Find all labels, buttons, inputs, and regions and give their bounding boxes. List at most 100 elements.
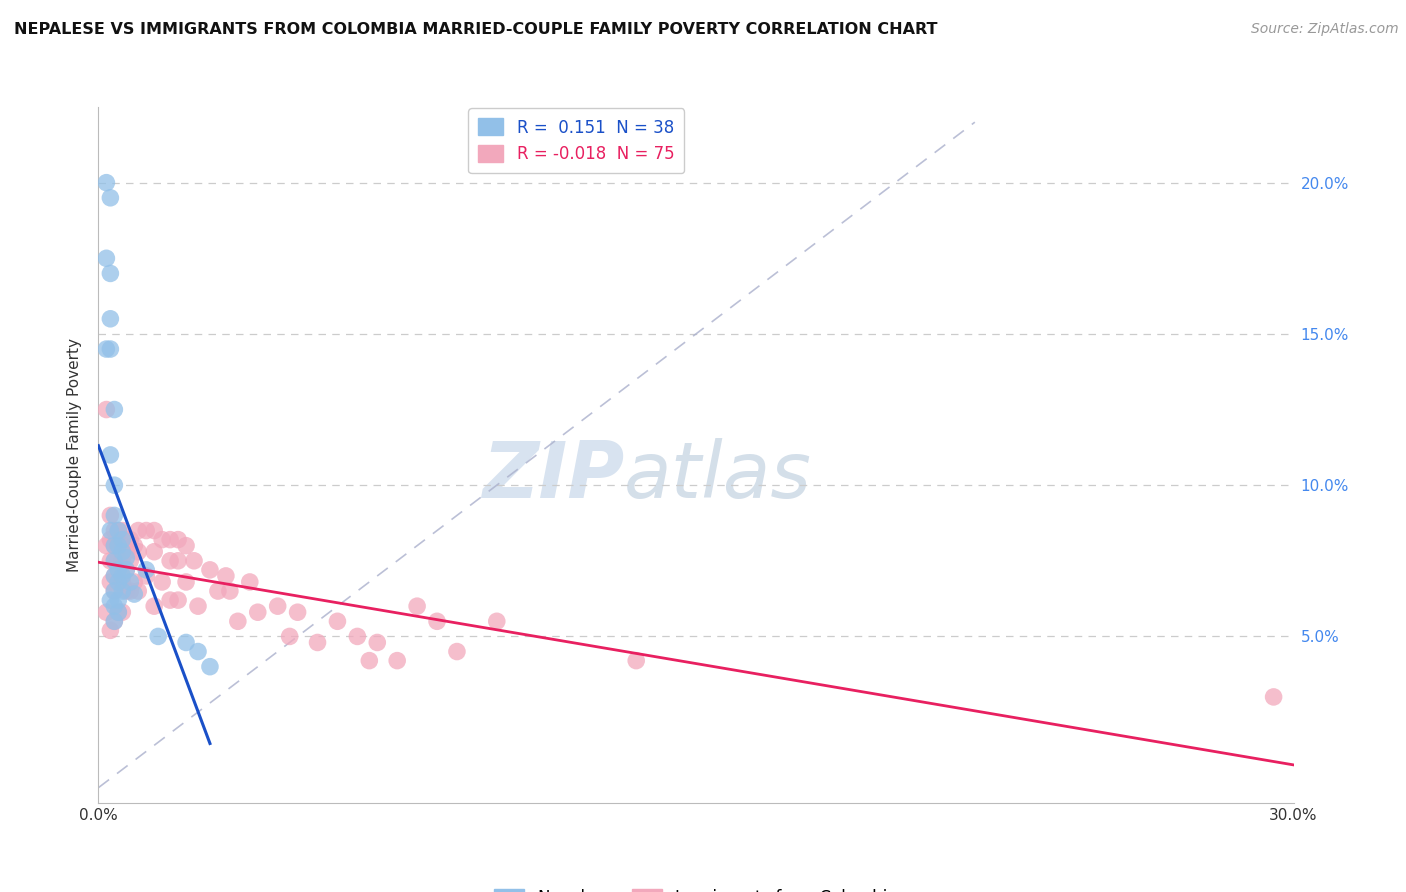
Point	[135, 524, 157, 538]
Point	[96, 176, 118, 190]
Point	[159, 554, 181, 568]
Point	[107, 524, 129, 538]
Point	[127, 545, 149, 559]
Point	[103, 599, 125, 614]
Point	[100, 267, 122, 281]
Point	[103, 508, 125, 523]
Point	[111, 545, 134, 559]
Point	[100, 508, 122, 523]
Point	[103, 524, 125, 538]
Point	[267, 599, 290, 614]
Point	[385, 654, 409, 668]
Point	[103, 478, 125, 492]
Point	[167, 554, 190, 568]
Legend: Nepalese, Immigrants from Colombia: Nepalese, Immigrants from Colombia	[486, 880, 905, 892]
Point	[103, 615, 125, 629]
Point	[103, 569, 125, 583]
Point	[366, 635, 388, 649]
Point	[426, 615, 449, 629]
Point	[96, 605, 118, 619]
Point	[278, 629, 301, 643]
Text: NEPALESE VS IMMIGRANTS FROM COLOMBIA MARRIED-COUPLE FAMILY POVERTY CORRELATION C: NEPALESE VS IMMIGRANTS FROM COLOMBIA MAR…	[14, 22, 938, 37]
Point	[107, 605, 129, 619]
Point	[326, 615, 349, 629]
Point	[115, 584, 138, 599]
Point	[120, 554, 142, 568]
Point	[96, 252, 118, 266]
Point	[100, 524, 122, 538]
Point	[115, 533, 138, 547]
Point	[167, 593, 190, 607]
Point	[127, 584, 149, 599]
Point	[111, 554, 134, 568]
Point	[219, 584, 242, 599]
Point	[346, 629, 368, 643]
Point	[103, 539, 125, 553]
Point	[111, 584, 134, 599]
Point	[103, 584, 125, 599]
Point	[100, 448, 122, 462]
Point	[111, 524, 134, 538]
Point	[107, 524, 129, 538]
Point	[115, 563, 138, 577]
Point	[239, 574, 262, 589]
Point	[111, 533, 134, 547]
Text: ZIP: ZIP	[482, 438, 624, 514]
Point	[120, 584, 142, 599]
Point	[150, 533, 173, 547]
Point	[107, 539, 129, 553]
Point	[485, 615, 508, 629]
Point	[100, 342, 122, 356]
Point	[107, 574, 129, 589]
Point	[100, 191, 122, 205]
Point	[174, 635, 197, 649]
Text: atlas: atlas	[624, 438, 813, 514]
Point	[100, 593, 122, 607]
Point	[135, 563, 157, 577]
Point	[159, 593, 181, 607]
Point	[127, 524, 149, 538]
Point	[626, 654, 648, 668]
Point	[111, 539, 134, 553]
Point	[406, 599, 429, 614]
Point	[115, 550, 138, 565]
Point	[174, 539, 197, 553]
Point	[124, 587, 146, 601]
Point	[115, 563, 138, 577]
Point	[124, 574, 146, 589]
Point	[167, 533, 190, 547]
Point	[103, 539, 125, 553]
Point	[103, 584, 125, 599]
Point	[107, 554, 129, 568]
Point	[111, 574, 134, 589]
Point	[287, 605, 309, 619]
Point	[150, 574, 173, 589]
Point	[103, 554, 125, 568]
Point	[246, 605, 269, 619]
Point	[446, 644, 468, 658]
Point	[148, 629, 170, 643]
Point	[96, 539, 118, 553]
Point	[174, 574, 197, 589]
Point	[159, 533, 181, 547]
Point	[111, 569, 134, 583]
Point	[103, 569, 125, 583]
Point	[100, 533, 122, 547]
Point	[215, 569, 238, 583]
Point	[107, 563, 129, 577]
Point	[198, 563, 221, 577]
Point	[107, 539, 129, 553]
Point	[187, 644, 209, 658]
Point	[143, 545, 166, 559]
Point	[100, 311, 122, 326]
Point	[103, 402, 125, 417]
Point	[143, 599, 166, 614]
Point	[359, 654, 381, 668]
Point	[107, 605, 129, 619]
Point	[120, 574, 142, 589]
Point	[120, 533, 142, 547]
Point	[198, 659, 221, 673]
Point	[103, 554, 125, 568]
Point	[183, 554, 205, 568]
Point	[135, 569, 157, 583]
